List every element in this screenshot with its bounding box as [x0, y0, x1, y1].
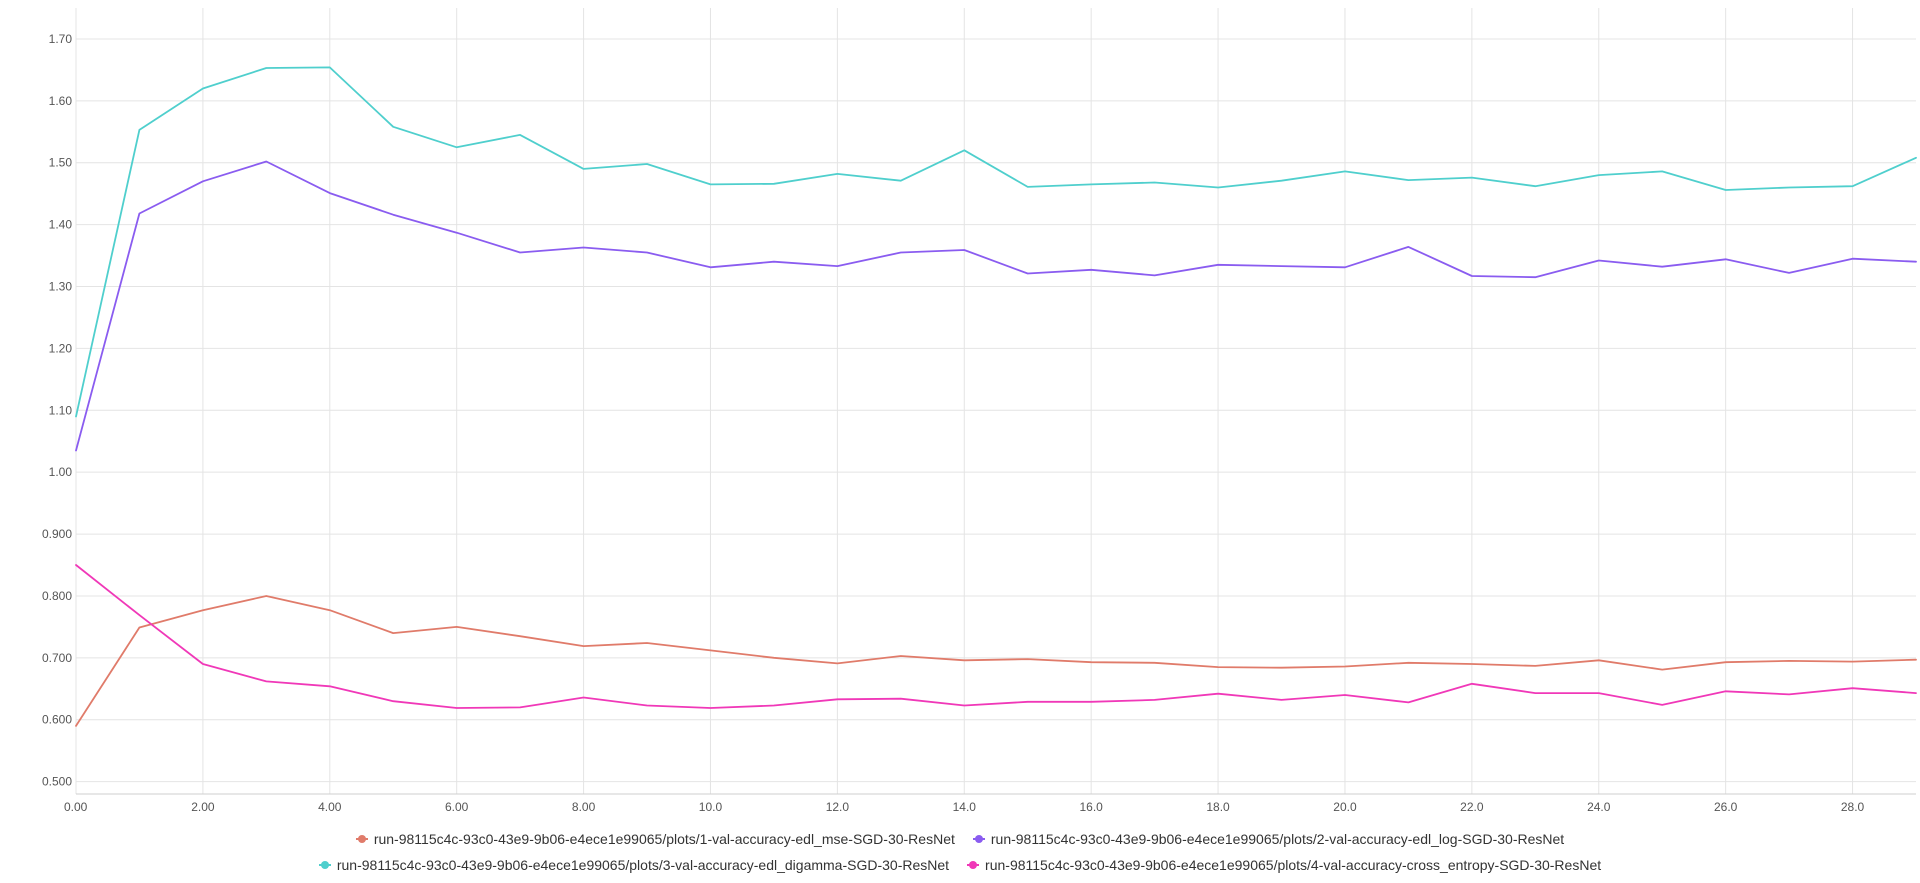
y-tick-label: 1.30: [49, 280, 73, 294]
axes: 0.500 0.600 0.700 0.800 0.900 1.00 1.10 1.20 1.3…: [42, 32, 1916, 814]
grid: [75, 8, 1916, 794]
y-tick-label: 1.10: [49, 403, 73, 417]
legend-label: run-98115c4c-93c0-43e9-9b06-e4ece1e99065…: [985, 857, 1602, 873]
x-tick-label: 10.0: [699, 800, 723, 814]
legend-item-series-3[interactable]: run-98115c4c-93c0-43e9-9b06-e4ece1e99065…: [318, 857, 950, 873]
legend-item-series-2[interactable]: run-98115c4c-93c0-43e9-9b06-e4ece1e99065…: [972, 831, 1565, 847]
x-tick-label: 6.00: [445, 800, 469, 814]
y-tick-label: 0.500: [42, 775, 72, 789]
legend-label: run-98115c4c-93c0-43e9-9b06-e4ece1e99065…: [990, 831, 1565, 847]
y-tick-label: 0.600: [42, 713, 72, 727]
y-tick-label: 1.20: [49, 341, 73, 355]
y-tick-label: 1.50: [49, 156, 73, 170]
x-tick-label: 0.00: [64, 800, 88, 814]
series-lines: [75, 66, 1917, 727]
series-line-1[interactable]: [75, 595, 1917, 727]
y-tick-label: 0.900: [42, 527, 72, 541]
line-chart: 0.500 0.600 0.700 0.800 0.900 1.00 1.10 1.20 1.3…: [42, 8, 1917, 814]
x-tick-label: 8.00: [572, 800, 596, 814]
legend-row-1: run-98115c4c-93c0-43e9-9b06-e4ece1e99065…: [0, 826, 1920, 852]
x-tick-label: 14.0: [953, 800, 977, 814]
legend-marker-icon: [318, 859, 331, 871]
legend-marker-icon: [972, 833, 985, 845]
y-tick-label: 1.60: [49, 94, 73, 108]
x-tick-label: 22.0: [1460, 800, 1484, 814]
series-line-2[interactable]: [75, 160, 1917, 452]
legend: run-98115c4c-93c0-43e9-9b06-e4ece1e99065…: [0, 826, 1920, 878]
x-tick-label: 26.0: [1714, 800, 1738, 814]
legend-item-series-4[interactable]: run-98115c4c-93c0-43e9-9b06-e4ece1e99065…: [967, 857, 1601, 873]
x-tick-label: 20.0: [1333, 800, 1357, 814]
y-tick-label: 1.70: [49, 32, 73, 46]
y-tick-label: 1.00: [49, 465, 73, 479]
legend-label: run-98115c4c-93c0-43e9-9b06-e4ece1e99065…: [373, 831, 955, 847]
y-tick-label: 1.40: [49, 218, 73, 232]
y-tick-label: 0.800: [42, 589, 72, 603]
legend-item-series-1[interactable]: run-98115c4c-93c0-43e9-9b06-e4ece1e99065…: [355, 831, 955, 847]
x-tick-label: 4.00: [318, 800, 342, 814]
series-line-3[interactable]: [75, 66, 1917, 418]
series-line-4[interactable]: [75, 564, 1917, 709]
legend-row-2: run-98115c4c-93c0-43e9-9b06-e4ece1e99065…: [0, 852, 1920, 878]
legend-marker-icon: [967, 859, 980, 871]
x-tick-label: 24.0: [1587, 800, 1611, 814]
x-tick-label: 18.0: [1206, 800, 1230, 814]
x-tick-label: 12.0: [826, 800, 850, 814]
x-tick-label: 2.00: [191, 800, 215, 814]
x-tick-label: 16.0: [1079, 800, 1103, 814]
legend-marker-icon: [355, 833, 368, 845]
legend-label: run-98115c4c-93c0-43e9-9b06-e4ece1e99065…: [336, 857, 950, 873]
y-tick-label: 0.700: [42, 651, 72, 665]
x-tick-label: 28.0: [1841, 800, 1865, 814]
